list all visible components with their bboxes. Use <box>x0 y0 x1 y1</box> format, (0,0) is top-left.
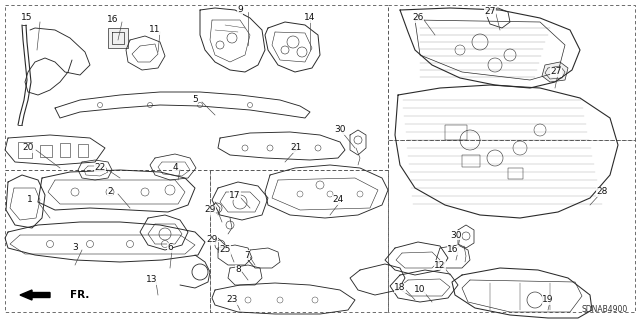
Text: 15: 15 <box>21 13 33 23</box>
Text: 27: 27 <box>550 68 562 77</box>
Text: 19: 19 <box>542 295 554 305</box>
Text: 11: 11 <box>149 26 161 34</box>
Text: 20: 20 <box>22 144 34 152</box>
Text: FR.: FR. <box>70 290 90 300</box>
Text: 30: 30 <box>451 231 461 240</box>
Bar <box>40 145 52 157</box>
Text: 6: 6 <box>167 243 173 253</box>
Text: 17: 17 <box>229 190 241 199</box>
Text: 29: 29 <box>204 205 216 214</box>
Text: 16: 16 <box>447 246 459 255</box>
Text: 7: 7 <box>244 250 250 259</box>
Bar <box>462 155 480 167</box>
Text: SDNAB4900: SDNAB4900 <box>582 305 628 314</box>
Text: 29: 29 <box>206 235 218 244</box>
Text: 22: 22 <box>94 164 106 173</box>
Bar <box>60 143 70 157</box>
Text: 10: 10 <box>414 286 426 294</box>
Text: 30: 30 <box>334 125 346 135</box>
Text: 28: 28 <box>596 188 608 197</box>
Text: 24: 24 <box>332 196 344 204</box>
Bar <box>508 168 523 179</box>
Bar <box>78 144 88 157</box>
Text: 8: 8 <box>235 265 241 275</box>
Bar <box>210 170 388 312</box>
Text: 16: 16 <box>108 16 119 25</box>
Text: 25: 25 <box>220 246 230 255</box>
Text: 12: 12 <box>435 261 445 270</box>
Text: 3: 3 <box>72 243 78 253</box>
Bar <box>388 5 635 140</box>
Text: 1: 1 <box>27 196 33 204</box>
Text: 23: 23 <box>227 295 237 305</box>
Text: 9: 9 <box>237 5 243 14</box>
Text: 27: 27 <box>484 8 496 17</box>
Text: 14: 14 <box>304 13 316 23</box>
Polygon shape <box>542 62 568 82</box>
Bar <box>5 5 388 170</box>
Text: 5: 5 <box>192 95 198 105</box>
FancyArrow shape <box>20 290 50 300</box>
Text: 21: 21 <box>291 144 301 152</box>
Bar <box>388 140 635 312</box>
Text: 18: 18 <box>394 284 406 293</box>
Bar <box>5 170 210 312</box>
Text: 4: 4 <box>172 164 178 173</box>
Polygon shape <box>108 28 128 48</box>
Text: 26: 26 <box>412 13 424 23</box>
Bar <box>445 125 467 140</box>
Text: 13: 13 <box>147 276 157 285</box>
Bar <box>18 142 32 158</box>
Text: 2: 2 <box>107 188 113 197</box>
